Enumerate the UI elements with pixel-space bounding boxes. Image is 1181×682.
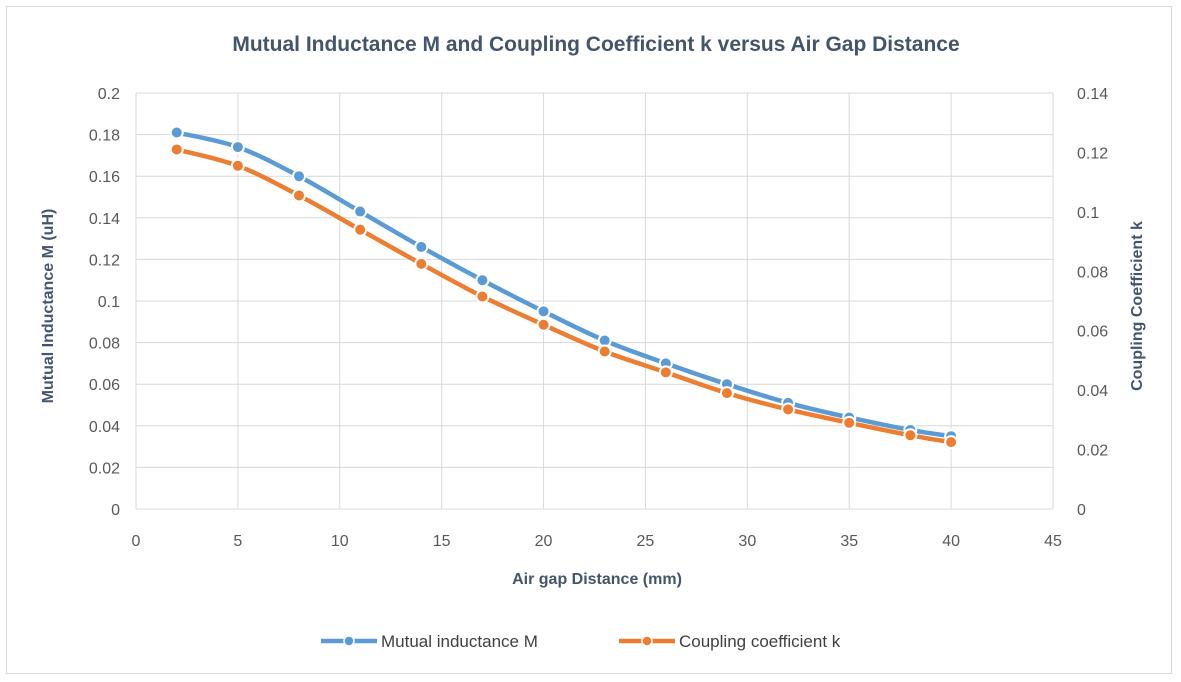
data-point <box>536 304 551 319</box>
data-point <box>475 273 490 288</box>
y-tick-label: 0.1 <box>98 294 120 311</box>
y2-tick-label: 0.08 <box>1077 264 1108 281</box>
x-tick-label: 15 <box>433 533 451 550</box>
y2-tick-label: 0 <box>1077 502 1086 519</box>
y2-tick-label: 0.02 <box>1077 443 1108 460</box>
y-tick-label: 0.08 <box>89 336 120 353</box>
data-point <box>292 169 307 184</box>
data-point <box>414 256 429 271</box>
legend-item: Mutual inductance M <box>321 632 538 651</box>
y-tick-label: 0 <box>111 502 120 519</box>
legend-label: Coupling coefficient k <box>679 632 841 651</box>
y-axis-title: Mutual Inductance M (uH) <box>40 209 57 404</box>
y2-tick-label: 0.04 <box>1077 383 1108 400</box>
y2-axis-title: Coupling Coefficient k <box>1129 221 1146 391</box>
data-point <box>353 204 368 219</box>
y2-tick-label: 0.14 <box>1077 86 1108 103</box>
y-tick-label: 0.2 <box>98 86 120 103</box>
data-point <box>597 344 612 359</box>
grid-lines <box>135 92 1054 510</box>
x-tick-label: 40 <box>942 533 960 550</box>
chart-frame: Mutual Inductance M and Coupling Coeffic… <box>6 6 1172 674</box>
data-point <box>536 317 551 332</box>
data-point <box>475 289 490 304</box>
x-tick-label: 45 <box>1044 533 1062 550</box>
data-point <box>230 140 245 155</box>
x-axis-ticks: 0 5 10 15 20 25 30 35 40 45 <box>132 533 1062 550</box>
x-tick-label: 30 <box>738 533 756 550</box>
y-tick-label: 0.12 <box>89 252 120 269</box>
legend-swatch-marker <box>641 635 653 647</box>
data-point <box>169 125 184 140</box>
series-mutual-inductance <box>169 125 959 444</box>
legend-swatch-marker <box>343 635 355 647</box>
series-layer <box>169 125 959 450</box>
y-tick-label: 0.14 <box>89 211 120 228</box>
x-tick-label: 25 <box>637 533 655 550</box>
legend-item: Coupling coefficient k <box>619 632 841 651</box>
data-point <box>719 386 734 401</box>
x-tick-label: 5 <box>233 533 242 550</box>
data-point <box>903 428 918 443</box>
data-point <box>353 222 368 237</box>
x-tick-label: 35 <box>840 533 858 550</box>
y-tick-label: 0.02 <box>89 460 120 477</box>
y2-tick-label: 0.1 <box>1077 205 1099 222</box>
data-point <box>230 158 245 173</box>
series-line <box>174 130 954 439</box>
y-tick-label: 0.06 <box>89 377 120 394</box>
data-point <box>414 239 429 254</box>
chart-title: Mutual Inductance M and Coupling Coeffic… <box>232 33 959 56</box>
chart-canvas: Mutual Inductance M and Coupling Coeffic… <box>40 33 1146 651</box>
x-tick-label: 10 <box>331 533 349 550</box>
y-tick-label: 0.04 <box>89 419 120 436</box>
x-axis-title: Air gap Distance (mm) <box>512 571 682 588</box>
x-tick-label: 20 <box>535 533 553 550</box>
y2-axis-ticks: 0 0.02 0.04 0.06 0.08 0.1 0.12 0.14 <box>1077 86 1108 519</box>
y-tick-label: 0.18 <box>89 128 120 145</box>
y-tick-label: 0.16 <box>89 169 120 186</box>
data-point <box>842 415 857 430</box>
legend: Mutual inductance M Coupling coefficient … <box>321 632 841 651</box>
data-point <box>944 435 959 450</box>
series-line <box>174 147 954 445</box>
data-point <box>658 365 673 380</box>
y2-tick-label: 0.06 <box>1077 324 1108 341</box>
series-coupling-coefficient <box>169 142 959 450</box>
x-tick-label: 0 <box>132 533 141 550</box>
legend-label: Mutual inductance M <box>381 632 538 651</box>
y-axis-ticks: 0 0.02 0.04 0.06 0.08 0.1 0.12 0.14 0.16 0.18 0.2 <box>89 86 120 519</box>
data-point <box>292 188 307 203</box>
data-point <box>169 142 184 157</box>
y2-tick-label: 0.12 <box>1077 145 1108 162</box>
data-point <box>781 402 796 417</box>
